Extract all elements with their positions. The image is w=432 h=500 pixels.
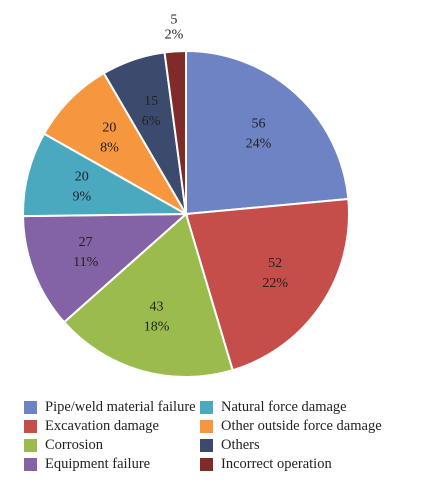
- legend-item-equipment: Equipment failure: [24, 455, 150, 473]
- legend-item-natural-force: Natural force damage: [200, 398, 347, 416]
- slice-value-label: 52: [268, 256, 282, 271]
- pie-slice-natural-force-damage: [22, 132, 190, 218]
- legend-swatch: [24, 419, 37, 433]
- slice-value-label: 56: [251, 116, 265, 131]
- pie-slice-incorrect-operation: [163, 49, 187, 215]
- slice-value-label: 5: [170, 12, 177, 27]
- slice-percent-label: 11%: [73, 255, 98, 270]
- slice-percent-label: 9%: [72, 189, 91, 204]
- pie-slice-other-outside-force-damage: [42, 71, 189, 217]
- legend-item-excavation: Excavation damage: [24, 417, 159, 435]
- slice-value-label: 27: [79, 235, 93, 250]
- legend-item-other-outside-force: Other outside force damage: [200, 417, 382, 435]
- legend-swatch: [24, 438, 37, 452]
- legend-item-corrosion: Corrosion: [24, 436, 103, 454]
- slice-value-label: 20: [102, 120, 116, 135]
- slice-value-label: 43: [150, 299, 164, 314]
- legend-item-pipe-weld: Pipe/weld material failure: [24, 398, 196, 416]
- legend-item-incorrect-operation: Incorrect operation: [200, 455, 332, 473]
- legend-label: Equipment failure: [45, 456, 151, 472]
- legend-swatch: [24, 400, 37, 414]
- slice-value-label: 20: [75, 169, 89, 184]
- legend-label: Other outside force damage: [221, 418, 382, 434]
- pie-slice-corrosion: [62, 212, 234, 378]
- slice-percent-label: 8%: [100, 140, 119, 155]
- slice-percent-label: 24%: [246, 136, 272, 151]
- legend-label: Excavation damage: [45, 418, 159, 434]
- legend-label: Corrosion: [45, 437, 103, 453]
- legend-swatch: [200, 457, 213, 471]
- slice-percent-label: 18%: [144, 319, 170, 334]
- legend-swatch: [200, 438, 213, 452]
- legend-label: Pipe/weld material failure: [45, 399, 196, 415]
- legend-swatch: [24, 457, 37, 471]
- pie-slice-pipe-weld-material-failure: [185, 49, 350, 216]
- slice-value-label: 15: [144, 94, 158, 109]
- pie-slice-excavation-damage: [184, 197, 350, 372]
- slice-percent-label: 6%: [142, 114, 161, 129]
- legend-label: Natural force damage: [221, 399, 347, 415]
- slice-percent-label: 22%: [262, 276, 288, 291]
- legend-label: Incorrect operation: [221, 456, 332, 472]
- legend-swatch: [200, 419, 213, 433]
- legend-label: Others: [221, 437, 260, 453]
- pie-slice-equipment-failure: [22, 212, 189, 324]
- legend-swatch: [200, 400, 213, 414]
- slice-percent-label: 2%: [165, 27, 184, 42]
- legend-item-others: Others: [200, 436, 260, 454]
